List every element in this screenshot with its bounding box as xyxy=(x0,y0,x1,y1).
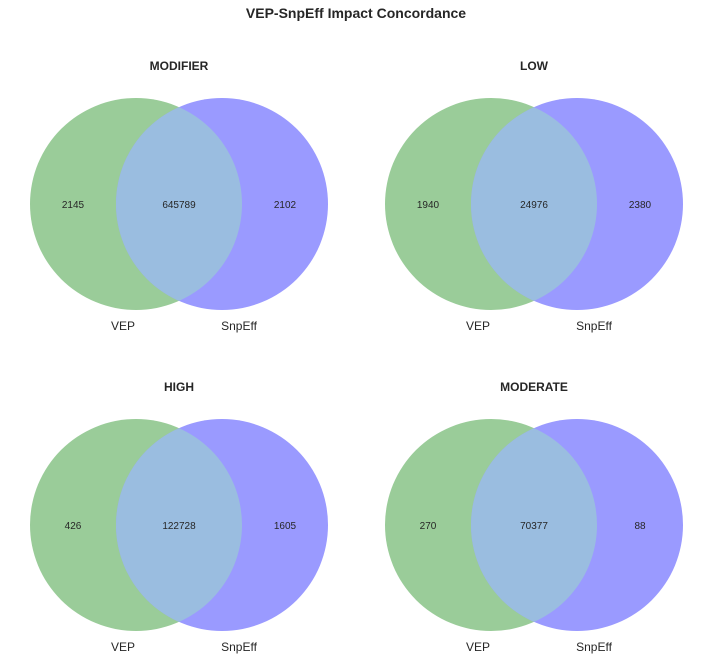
panel-title: HIGH xyxy=(164,380,194,394)
venn-panels: MODIFIER 2145 645789 2102 VEP SnpEff LOW 1940 24… xyxy=(30,59,683,654)
panel-title: MODERATE xyxy=(500,380,568,394)
set-label-snpeff: SnpEff xyxy=(221,640,257,654)
figure-title: VEP-SnpEff Impact Concordance xyxy=(246,5,466,21)
count-snpeff-only: 2380 xyxy=(629,200,652,211)
count-both: 24976 xyxy=(520,200,548,211)
set-label-vep: VEP xyxy=(111,319,135,333)
count-vep-only: 1940 xyxy=(417,200,440,211)
set-label-snpeff: SnpEff xyxy=(221,319,257,333)
count-vep-only: 2145 xyxy=(62,200,85,211)
count-both: 122728 xyxy=(162,521,196,532)
panel-title: MODIFIER xyxy=(150,59,209,73)
venn-overlap xyxy=(116,98,242,310)
venn-panel-high: HIGH 426 122728 1605 VEP SnpEff xyxy=(30,380,328,654)
count-both: 645789 xyxy=(162,200,196,211)
venn-panel-low: LOW 1940 24976 2380 VEP SnpEff xyxy=(385,59,683,333)
set-label-vep: VEP xyxy=(466,319,490,333)
panel-title: LOW xyxy=(520,59,549,73)
count-snpeff-only: 2102 xyxy=(274,200,297,211)
set-label-vep: VEP xyxy=(466,640,490,654)
venn-overlap xyxy=(116,419,242,631)
set-label-snpeff: SnpEff xyxy=(576,640,612,654)
count-vep-only: 426 xyxy=(65,521,82,532)
venn-overlap xyxy=(471,98,597,310)
count-vep-only: 270 xyxy=(420,521,437,532)
count-snpeff-only: 1605 xyxy=(274,521,297,532)
venn-overlap xyxy=(471,419,597,631)
set-label-snpeff: SnpEff xyxy=(576,319,612,333)
count-both: 70377 xyxy=(520,521,548,532)
venn-panel-modifier: MODIFIER 2145 645789 2102 VEP SnpEff xyxy=(30,59,328,333)
set-label-vep: VEP xyxy=(111,640,135,654)
count-snpeff-only: 88 xyxy=(634,521,646,532)
venn-panel-moderate: MODERATE 270 70377 88 VEP SnpEff xyxy=(385,380,683,654)
